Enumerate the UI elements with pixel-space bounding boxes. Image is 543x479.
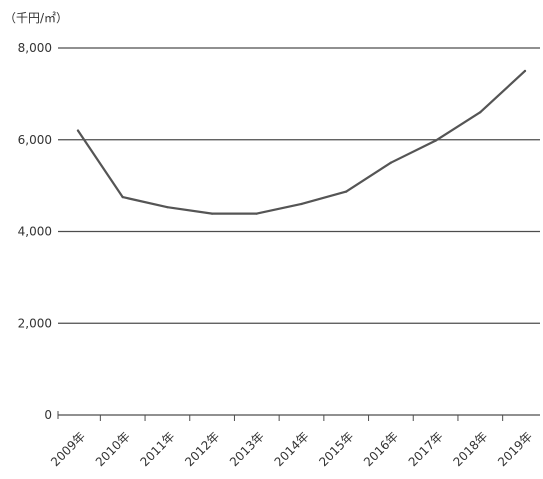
data-point bbox=[255, 212, 258, 215]
y-tick-label: 4,000 bbox=[18, 225, 52, 239]
data-point bbox=[345, 190, 348, 193]
data-point bbox=[434, 139, 437, 142]
unit-label: （千円/㎡） bbox=[4, 11, 68, 25]
x-tick-label: 2009年 bbox=[48, 429, 88, 469]
data-point bbox=[300, 202, 303, 206]
data-point bbox=[121, 195, 124, 199]
data-point bbox=[479, 111, 482, 114]
y-tick-labels: 0 2,000 4,000 6,000 8,000 bbox=[18, 41, 52, 422]
x-tick-label: 2011年 bbox=[138, 429, 178, 469]
y-tick-label: 8,000 bbox=[18, 41, 52, 55]
x-tick-label: 2012年 bbox=[182, 429, 222, 469]
y-tick-label: 2,000 bbox=[18, 316, 52, 330]
axis-layer bbox=[57, 411, 540, 421]
x-tick-label: 2013年 bbox=[227, 429, 267, 469]
x-tick-label: 2014年 bbox=[272, 429, 312, 469]
x-tick-label: 2018年 bbox=[450, 429, 490, 469]
x-tick-label: 2017年 bbox=[406, 429, 446, 469]
data-point bbox=[523, 69, 527, 73]
data-point bbox=[211, 212, 214, 215]
x-tick-labels: 2009年 2010年 2011年 2012年 2013年 2014年 2015年 2016年… bbox=[48, 429, 535, 469]
x-tick-label: 2010年 bbox=[93, 429, 133, 469]
x-tick-label: 2015年 bbox=[316, 429, 356, 469]
series-layer bbox=[76, 69, 527, 215]
y-tick-label: 6,000 bbox=[18, 133, 52, 147]
x-tick-label: 2019年 bbox=[495, 429, 535, 469]
data-point bbox=[76, 129, 80, 132]
series-line bbox=[76, 69, 527, 215]
data-point bbox=[389, 161, 392, 164]
x-tick-label: 2016年 bbox=[361, 429, 401, 469]
data-point bbox=[166, 206, 169, 209]
grid-layer bbox=[58, 47, 540, 324]
y-tick-label: 0 bbox=[44, 408, 52, 422]
